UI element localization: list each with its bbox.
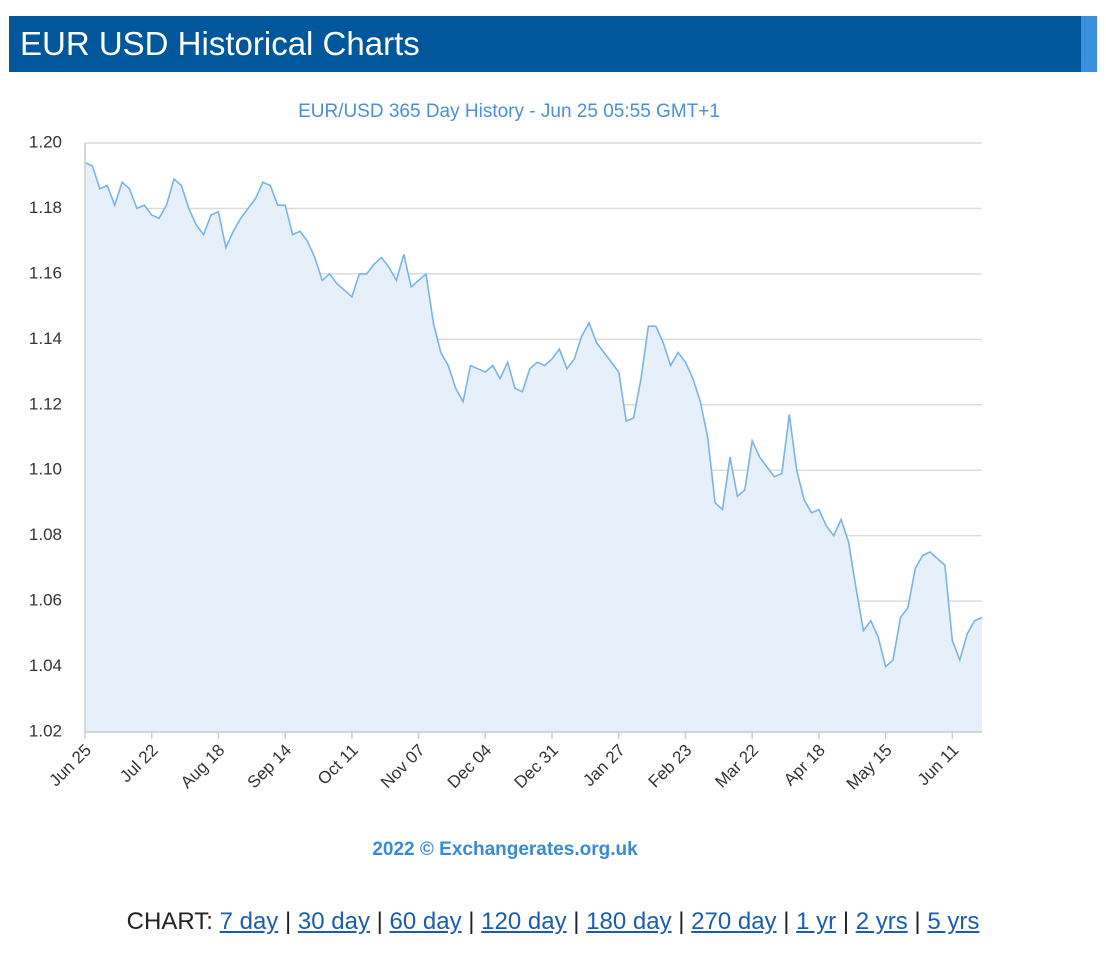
header-title: EUR USD Historical Charts [20,25,420,62]
separator: | [376,908,383,935]
separator: | [842,908,850,935]
separator: | [914,908,921,935]
x-tick-label: Feb 23 [645,741,696,792]
y-tick-label: 1.14 [29,329,62,348]
header-bar: EUR USD Historical Charts [9,16,1097,72]
y-tick-label: 1.06 [29,591,62,610]
x-tick-label: May 15 [843,741,896,794]
chart: EUR/USD 365 Day History - Jun 25 05:55 G… [29,101,983,860]
chart-range-link[interactable]: 1 yr [796,908,837,935]
x-tick-label: Apr 18 [780,741,829,790]
y-tick-label: 1.12 [29,394,62,413]
separator: | [284,908,292,935]
chart-links: CHART: 7 day | 30 day | 60 day | 120 day… [0,908,1106,936]
separator: | [678,908,685,935]
line [84,161,983,669]
y-tick-label: 1.10 [29,460,62,479]
y-tick-label: 1.20 [29,132,62,151]
x-tick-label: Jun 11 [914,741,963,790]
separator: | [783,908,790,935]
chart-credit: 2022 © Exchangerates.org.uk [372,839,638,860]
separator: | [468,908,475,935]
chart-title: EUR/USD 365 Day History - Jun 25 05:55 G… [298,101,720,122]
x-tick-label: Jun 25 [45,741,95,791]
x-tick-label: Jul 22 [116,741,162,787]
x-tick-label: Nov 07 [377,741,429,793]
area-fill [85,162,982,733]
footer-label: CHART: [126,908,213,935]
y-tick-label: 1.18 [29,198,62,217]
chart-range-link[interactable]: 7 day [219,908,279,935]
y-tick-label: 1.04 [29,656,62,675]
chart-range-link[interactable]: 60 day [389,908,462,935]
x-tick-label: Jan 27 [579,741,629,791]
x-tick-label: Oct 11 [314,741,362,789]
chart-range-link[interactable]: 2 yrs [855,908,908,935]
chart-range-link[interactable]: 30 day [297,908,370,935]
chart-range-link[interactable]: 180 day [586,908,672,935]
y-tick-label: 1.16 [29,263,62,282]
chart-range-link[interactable]: 120 day [481,908,567,935]
separator: | [573,908,580,935]
x-tick-label: Sep 14 [244,741,296,793]
chart-range-link[interactable]: 270 day [691,908,777,935]
y-tick-label: 1.02 [29,721,62,740]
chart-range-link[interactable]: 5 yrs [927,908,980,935]
y-tick-label: 1.08 [29,525,62,544]
x-tick-label: Dec 31 [511,741,563,793]
x-tick-label: Dec 04 [444,741,496,793]
x-tick-label: Mar 22 [711,741,762,792]
x-tick-label: Aug 18 [177,741,229,793]
